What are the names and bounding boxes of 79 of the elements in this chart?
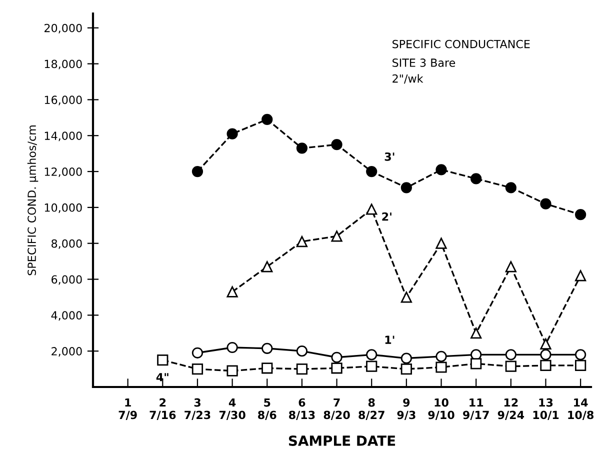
point — [296, 346, 308, 357]
y-tick-label: 6,000 — [52, 275, 82, 285]
point — [262, 362, 273, 374]
point — [226, 342, 238, 354]
point — [574, 360, 586, 372]
x-tick-label: 7 8/20 — [324, 398, 350, 420]
point — [540, 338, 552, 350]
y-axis-title: SPECIFIC COND. µmhos/cm — [27, 125, 38, 276]
y-tick-label: 2,000 — [52, 347, 82, 357]
x-tick-label: 1 7/9 — [118, 398, 137, 420]
point — [470, 358, 482, 370]
x-tick-label: 4 7/30 — [219, 398, 246, 420]
point — [262, 342, 273, 354]
point — [436, 164, 447, 176]
x-tick-label: 12 9/24 — [498, 398, 524, 420]
x-tick-label: 3 7/23 — [184, 398, 210, 420]
series-label: 3' — [384, 152, 394, 161]
point — [436, 350, 447, 362]
point — [192, 166, 204, 178]
y-tick-label: 20,000 — [44, 24, 82, 34]
x-tick-label: 11 9/17 — [463, 398, 489, 420]
point — [400, 352, 412, 364]
x-tick-label: 6 8/13 — [289, 398, 315, 420]
point — [505, 182, 516, 194]
text: SITE 3 Bare 2"/wk — [392, 58, 456, 84]
point — [436, 238, 447, 249]
point — [470, 173, 482, 184]
point — [296, 363, 308, 375]
point — [226, 365, 238, 376]
x-tick-label: 5 8/6 — [258, 398, 276, 420]
y-tick-label: 16,000 — [44, 96, 82, 106]
x-tick-label: 14 10/8 — [568, 398, 594, 420]
point — [574, 209, 586, 220]
point — [540, 349, 552, 360]
point — [505, 349, 516, 360]
point — [331, 362, 342, 374]
point — [366, 204, 378, 215]
series-label: 4" — [156, 373, 168, 382]
series-label: 2' — [382, 212, 392, 221]
point — [331, 139, 342, 150]
point — [400, 182, 412, 194]
y-tick-label: 4,000 — [51, 311, 82, 321]
x-tick-label: 13 10/1 — [533, 398, 559, 420]
point — [505, 360, 516, 372]
point — [192, 347, 204, 358]
point — [262, 114, 273, 125]
point — [226, 286, 238, 298]
y-tick-label: 12,000 — [44, 167, 82, 178]
point — [262, 261, 273, 272]
point — [470, 328, 482, 339]
x-axis-title: SAMPLE DATE — [288, 435, 396, 446]
point — [331, 352, 342, 363]
point — [226, 128, 238, 140]
x-tick-label: 2 7/16 — [150, 398, 176, 420]
point — [331, 230, 342, 242]
x-tick-label: 8 8/27 — [358, 398, 384, 420]
x-tick-label: 9 9/3 — [397, 398, 416, 420]
point — [505, 261, 516, 272]
point — [574, 270, 586, 282]
point — [574, 349, 586, 360]
point — [157, 354, 168, 366]
point — [296, 142, 308, 154]
y-tick-label: 8,000 — [52, 239, 82, 249]
y-tick-label: 10,000 — [44, 203, 82, 213]
x-tick-label: 10 9/10 — [428, 398, 454, 420]
text: SPECIFIC CONDUCTANCE — [392, 40, 530, 48]
series-label: 1' — [385, 336, 394, 344]
point — [540, 360, 552, 372]
point — [296, 236, 308, 248]
point — [400, 363, 412, 375]
point — [366, 360, 378, 372]
point — [192, 363, 204, 375]
point — [436, 362, 447, 373]
point — [400, 292, 412, 303]
point — [366, 349, 378, 360]
y-tick-label: 14,000 — [44, 132, 82, 142]
point — [540, 198, 552, 210]
point — [366, 166, 378, 178]
y-tick-label: 18,000 — [44, 60, 82, 70]
